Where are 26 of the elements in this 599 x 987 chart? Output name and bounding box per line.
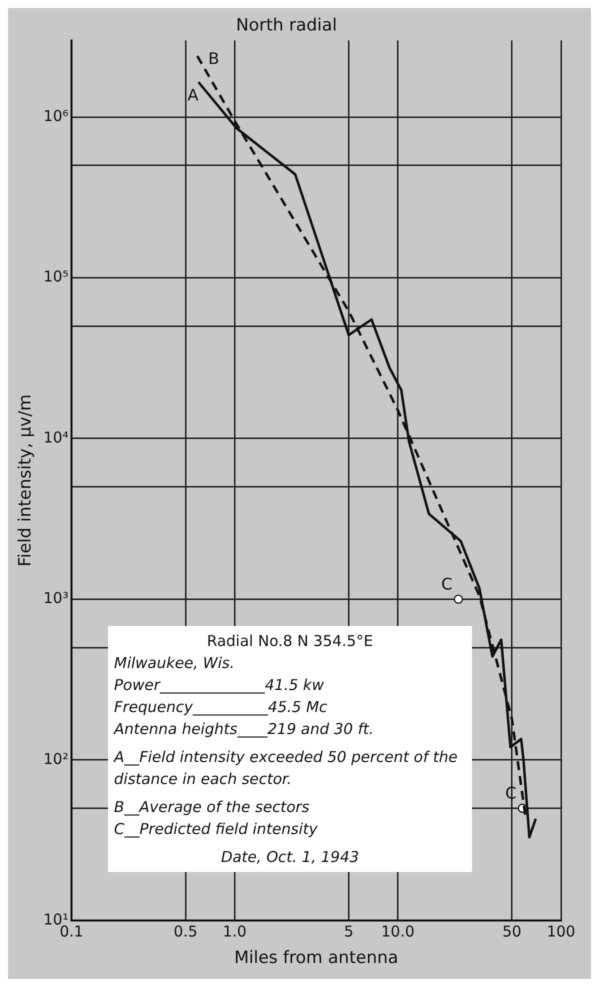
x-axis-title: Miles from antenna bbox=[234, 948, 398, 968]
annotation: Power______________41.5 kw bbox=[114, 675, 326, 696]
x-tick-label: 1.0 bbox=[222, 922, 247, 940]
x-tick-label: 5 bbox=[344, 922, 354, 940]
x-tick-label: 50 bbox=[502, 922, 522, 940]
annotation: C__Predicted field intensity bbox=[114, 819, 319, 840]
annotation: Date, Oct. 1, 1943 bbox=[220, 847, 360, 868]
series-label: A bbox=[188, 85, 199, 104]
annotation: Frequency__________45.5 Mc bbox=[114, 697, 328, 718]
x-tick-label: 0.5 bbox=[174, 922, 198, 940]
series-label: B bbox=[208, 49, 220, 68]
x-tick-label: 10.0 bbox=[381, 922, 415, 940]
y-axis-title: Field intensity, µv/m bbox=[16, 394, 36, 567]
annotation: Milwaukee, Wis. bbox=[114, 653, 236, 674]
text: C bbox=[441, 574, 452, 594]
y-tick-label: 10² bbox=[43, 750, 68, 768]
annotation: Antenna heights____219 and 30 ft. bbox=[114, 719, 375, 740]
annotation: Radial No.8 N 354.5°E bbox=[206, 631, 374, 652]
annotation: B__Average of the sectors bbox=[114, 797, 310, 818]
y-tick-label: 10⁴ bbox=[43, 428, 68, 446]
y-tick-label: 10⁵ bbox=[43, 268, 68, 286]
y-tick-label: 10⁶ bbox=[43, 106, 68, 125]
y-tick-label: 10³ bbox=[43, 589, 68, 608]
annotation: A__Field intensity exceeded 50 percent of the distance in each sector. bbox=[114, 747, 459, 790]
chart-title: North radial bbox=[236, 16, 338, 36]
x-tick-label: 100 bbox=[546, 922, 576, 940]
